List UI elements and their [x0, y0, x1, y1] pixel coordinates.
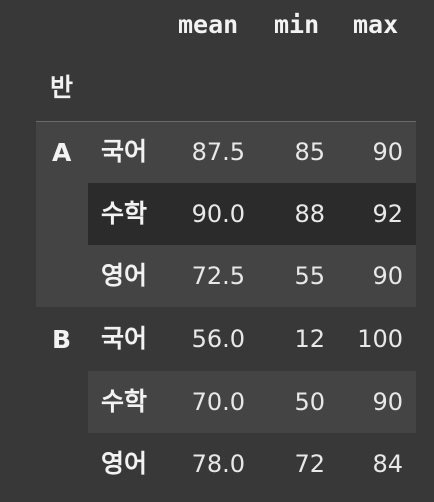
- cell-max: 100: [357, 325, 403, 353]
- cell-max: 90: [372, 138, 403, 166]
- index-name: 반: [50, 73, 74, 102]
- column-header-max: max: [353, 10, 399, 39]
- group-label-a: A: [52, 138, 72, 167]
- cell-min: 85: [294, 138, 325, 166]
- row-subject: 영어: [101, 449, 148, 478]
- row-subject: 수학: [101, 199, 148, 228]
- cell-mean: 72.5: [191, 262, 245, 290]
- row-subject: 국어: [101, 137, 148, 166]
- group-label-b: B: [52, 325, 72, 354]
- cell-mean: 56.0: [191, 325, 245, 353]
- cell-max: 84: [372, 450, 403, 478]
- row-subject: 국어: [101, 324, 148, 353]
- cell-max: 92: [372, 200, 403, 228]
- cell-min: 12: [294, 325, 325, 353]
- row-subject: 영어: [101, 261, 148, 290]
- cell-min: 72: [294, 450, 325, 478]
- cell-min: 50: [294, 388, 325, 416]
- cell-max: 90: [372, 262, 403, 290]
- cell-mean: 87.5: [191, 138, 245, 166]
- column-header-mean: mean: [178, 10, 239, 39]
- column-header-min: min: [274, 10, 320, 39]
- cell-mean: 70.0: [191, 388, 245, 416]
- cell-max: 90: [372, 388, 403, 416]
- row-b-math-background: [88, 371, 416, 433]
- cell-mean: 78.0: [191, 450, 245, 478]
- cell-min: 55: [294, 262, 325, 290]
- cell-min: 88: [294, 200, 325, 228]
- row-a-math-background: [88, 183, 416, 245]
- cell-mean: 90.0: [191, 200, 245, 228]
- header-divider: [36, 121, 416, 122]
- row-subject: 수학: [101, 387, 148, 416]
